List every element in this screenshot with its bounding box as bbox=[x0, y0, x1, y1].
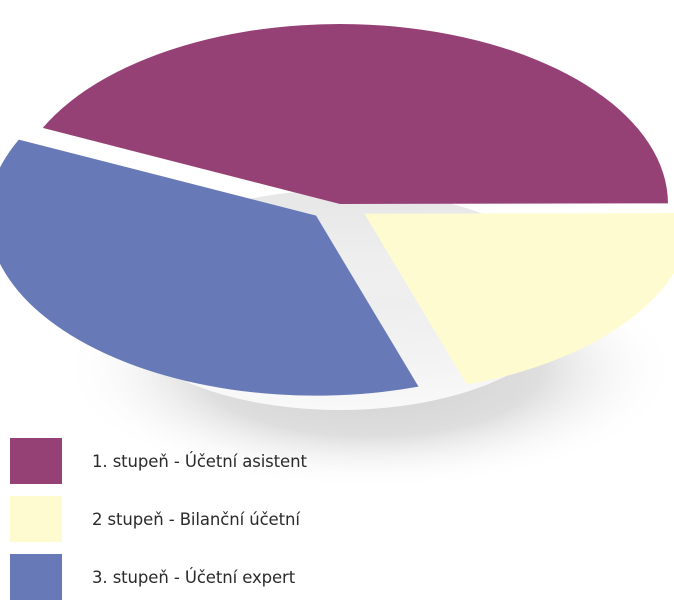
legend-item-1: 1. stupeň - Účetní asistent bbox=[10, 432, 430, 490]
legend-label-3: 3. stupeň - Účetní expert bbox=[92, 567, 296, 587]
pie-slice-1 bbox=[42, 24, 668, 205]
legend-swatch-2 bbox=[10, 496, 62, 542]
legend-item-2: 2 stupeň - Bilanční účetní bbox=[10, 490, 430, 548]
legend-item-3: 3. stupeň - Účetní expert bbox=[10, 548, 430, 601]
legend-label-2: 2 stupeň - Bilanční účetní bbox=[92, 509, 300, 529]
legend-label-1: 1. stupeň - Účetní asistent bbox=[92, 451, 307, 471]
pie-slice-2 bbox=[364, 213, 674, 385]
legend-swatch-1 bbox=[10, 438, 62, 484]
legend-swatch-3 bbox=[10, 554, 62, 600]
chart-legend: 1. stupeň - Účetní asistent 2 stupeň - B… bbox=[10, 432, 430, 601]
pie-slice-3 bbox=[0, 139, 419, 396]
